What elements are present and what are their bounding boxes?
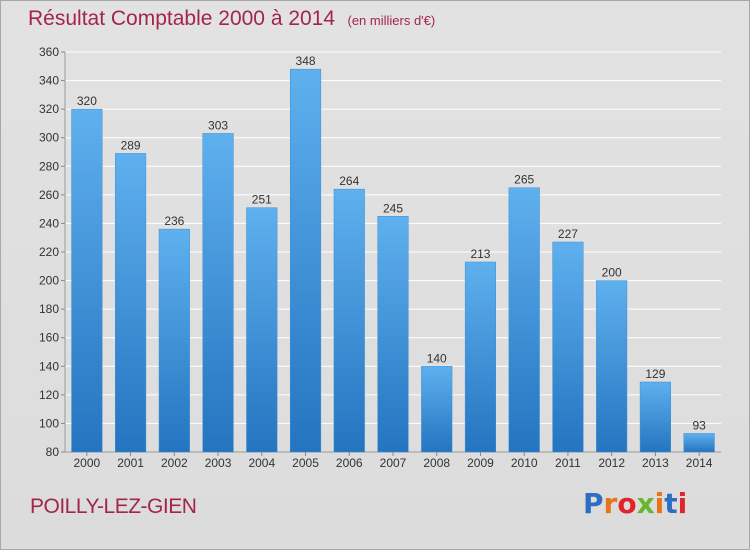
x-tick-label: 2004 xyxy=(248,456,275,470)
x-tick-label: 2003 xyxy=(205,456,232,470)
x-tick-label: 2012 xyxy=(598,456,625,470)
bar xyxy=(71,108,103,453)
data-label: 140 xyxy=(427,351,447,365)
bar xyxy=(202,133,234,453)
y-tick-label: 80 xyxy=(46,445,60,459)
x-tick-label: 2010 xyxy=(511,456,538,470)
x-tick-label: 2014 xyxy=(686,456,713,470)
bar xyxy=(552,241,584,453)
y-tick-label: 340 xyxy=(39,74,59,88)
y-tick-label: 140 xyxy=(39,359,59,373)
y-tick-label: 220 xyxy=(39,245,59,259)
y-tick-label: 120 xyxy=(39,388,59,402)
data-label: 348 xyxy=(296,54,316,68)
title-row: Résultat Comptable 2000 à 2014 (en milli… xyxy=(28,7,435,31)
logo-letter: r xyxy=(603,487,618,520)
chart-subtitle: (en milliers d'€) xyxy=(347,13,436,28)
y-tick-label: 360 xyxy=(39,45,59,59)
y-tick-label: 320 xyxy=(39,102,59,116)
data-label: 93 xyxy=(692,418,706,432)
x-tick-label: 2009 xyxy=(467,456,494,470)
x-tick-label: 2000 xyxy=(74,456,101,470)
logo-letter: o xyxy=(617,487,637,520)
data-label: 227 xyxy=(558,227,578,241)
bar xyxy=(289,68,322,453)
logo-letter: t xyxy=(664,487,678,520)
data-label: 320 xyxy=(77,94,97,108)
bar xyxy=(115,153,147,453)
bar xyxy=(333,188,365,453)
logo-letter: x xyxy=(636,487,655,520)
data-label: 213 xyxy=(470,247,490,261)
bar xyxy=(246,207,278,453)
x-tick-label: 2001 xyxy=(117,456,144,470)
data-label: 303 xyxy=(208,118,228,132)
logo-letter: i xyxy=(677,487,688,520)
commune-name: POILLY-LEZ-GIEN xyxy=(30,495,197,518)
bar xyxy=(421,366,453,453)
labels: 80 100 120 140 160 180 200 220 240 260 280 300 320 34… xyxy=(39,45,713,470)
bar xyxy=(596,280,628,453)
bar xyxy=(683,433,715,453)
x-tick-label: 2005 xyxy=(292,456,319,470)
data-label: 245 xyxy=(383,201,403,215)
proxiti-logo[interactable]: Proxiti xyxy=(583,487,687,520)
y-tick-label: 280 xyxy=(39,159,59,173)
x-tick-label: 2013 xyxy=(642,456,669,470)
x-tick-label: 2008 xyxy=(423,456,450,470)
bars xyxy=(71,68,715,453)
data-label: 200 xyxy=(602,266,622,280)
y-tick-label: 100 xyxy=(39,416,59,430)
bar xyxy=(377,216,409,453)
bar xyxy=(464,261,497,453)
chart-title: Résultat Comptable 2000 à 2014 xyxy=(28,7,336,30)
y-tick-label: 180 xyxy=(39,302,59,316)
x-tick-label: 2006 xyxy=(336,456,363,470)
bar xyxy=(508,187,540,453)
y-tick-label: 240 xyxy=(39,216,59,230)
y-tick-label: 300 xyxy=(39,131,59,145)
y-tick-label: 200 xyxy=(39,274,59,288)
data-label: 129 xyxy=(645,367,665,381)
data-label: 265 xyxy=(514,173,534,187)
y-tick-label: 160 xyxy=(39,331,59,345)
data-label: 289 xyxy=(121,138,141,152)
data-label: 264 xyxy=(339,174,359,188)
y-tick-label: 260 xyxy=(39,188,59,202)
data-label: 236 xyxy=(164,214,184,228)
x-tick-label: 2011 xyxy=(555,456,581,470)
x-tick-label: 2002 xyxy=(161,456,188,470)
logo-letter: i xyxy=(654,487,665,520)
x-tick-label: 2007 xyxy=(380,456,407,470)
bar xyxy=(158,228,190,453)
logo-letter: P xyxy=(583,487,604,520)
data-label: 251 xyxy=(252,193,272,207)
bar xyxy=(639,381,671,453)
